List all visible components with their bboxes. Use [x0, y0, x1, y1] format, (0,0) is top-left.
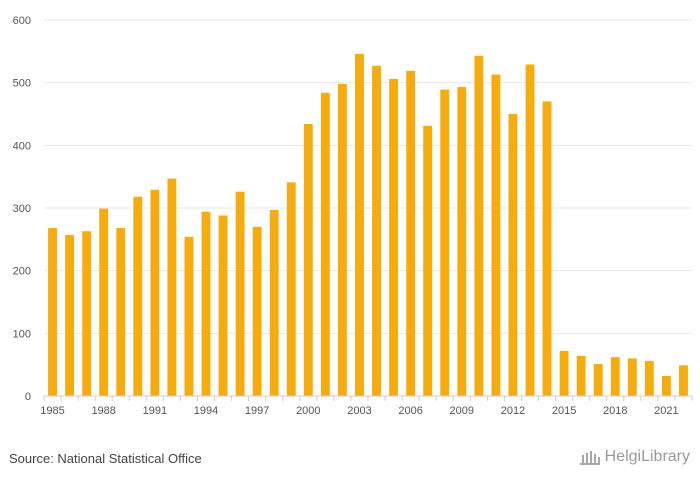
x-tick-label: 1991	[143, 405, 167, 417]
x-tick-label: 2003	[347, 405, 371, 417]
source-note: Source: National Statistical Office	[9, 451, 202, 466]
bar-chart: 0 100 200 300 400 500 600 1985 1988 1991 1994 1997 2…	[13, 15, 693, 417]
bar-1999	[286, 182, 296, 396]
y-tick-label: 0	[25, 391, 31, 403]
bar-1993	[184, 236, 194, 396]
bar-1988	[99, 208, 109, 396]
bar-2001	[320, 92, 330, 397]
x-tick-label: 2009	[450, 405, 474, 417]
helgilibrary-logo[interactable]: HelgiLibrary	[579, 448, 690, 466]
axes: 0 100 200 300 400 500 600 1985 1988 1991 1994 1997 2…	[13, 15, 693, 417]
bar-1990	[133, 196, 143, 396]
x-tick-label: 2021	[654, 405, 678, 417]
y-tick-label: 400	[13, 140, 31, 152]
brand-name: HelgiLibrary	[604, 448, 690, 465]
y-tick-label: 600	[13, 15, 31, 27]
bar-1997	[252, 226, 262, 396]
x-tick-label: 1985	[40, 405, 64, 417]
bar-2015	[559, 350, 569, 396]
y-tick-label: 500	[13, 78, 31, 90]
x-tick-label: 2006	[398, 405, 422, 417]
x-tick-label: 1988	[91, 405, 115, 417]
x-tick-label: 2018	[603, 405, 627, 417]
bar-2013	[525, 64, 535, 396]
bar-2016	[576, 355, 586, 396]
bar-2022	[679, 365, 688, 396]
bar-1986	[65, 234, 75, 396]
bar-1987	[82, 231, 92, 396]
bar-1996	[235, 191, 245, 396]
bar-1998	[269, 209, 279, 396]
library-building-icon	[579, 451, 600, 465]
bar-2012	[508, 114, 518, 396]
bar-2000	[303, 124, 313, 396]
x-tick-label: 2000	[296, 405, 320, 417]
y-tick-label: 100	[13, 328, 31, 340]
bar-2014	[542, 101, 552, 396]
y-tick-label: 300	[13, 203, 31, 215]
bar-1991	[150, 189, 160, 396]
bar-1992	[167, 178, 177, 396]
bar-1985	[48, 228, 57, 396]
bar-2018	[610, 357, 620, 396]
bar-2005	[389, 78, 399, 396]
bar-2019	[627, 358, 637, 396]
x-tick-label: 1994	[194, 405, 218, 417]
bar-2002	[337, 83, 347, 397]
bar-2020	[644, 360, 654, 396]
bar-2011	[491, 74, 501, 397]
bar-2021	[661, 375, 671, 396]
bar-2009	[457, 87, 467, 396]
bar-2008	[440, 89, 450, 396]
bar-2007	[423, 125, 433, 396]
bar-2010	[474, 55, 484, 396]
bar-2006	[406, 70, 416, 396]
bar-1995	[218, 215, 228, 396]
bar-2003	[355, 53, 364, 397]
x-tick-label: 2015	[552, 405, 576, 417]
bar-2004	[372, 65, 381, 396]
y-tick-label: 200	[13, 266, 31, 278]
bar-series	[48, 53, 688, 397]
bar-1994	[201, 211, 211, 396]
x-tick-label: 2012	[501, 405, 525, 417]
x-tick-label: 1997	[245, 405, 269, 417]
bar-1989	[116, 228, 126, 396]
bar-2017	[593, 364, 603, 396]
